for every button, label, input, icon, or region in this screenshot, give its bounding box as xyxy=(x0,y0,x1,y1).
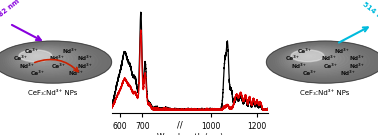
Circle shape xyxy=(275,44,370,78)
Circle shape xyxy=(17,49,73,69)
Text: Nd³⁺: Nd³⁺ xyxy=(350,56,365,61)
Circle shape xyxy=(305,54,316,58)
Circle shape xyxy=(7,46,91,75)
Circle shape xyxy=(277,45,366,77)
Circle shape xyxy=(271,43,377,81)
Text: Nd³⁺: Nd³⁺ xyxy=(340,71,355,76)
Text: Nd³⁺: Nd³⁺ xyxy=(291,64,306,69)
Circle shape xyxy=(0,41,112,83)
Text: Ce³⁺: Ce³⁺ xyxy=(14,56,28,61)
X-axis label: Wavelength (nm): Wavelength (nm) xyxy=(157,133,223,135)
Text: Ce³⁺: Ce³⁺ xyxy=(297,48,311,54)
Text: CeF₃:Nd³⁺ NPs: CeF₃:Nd³⁺ NPs xyxy=(301,90,350,96)
FancyArrowPatch shape xyxy=(35,60,78,72)
Circle shape xyxy=(34,55,40,57)
Circle shape xyxy=(15,48,76,70)
Text: Ce³⁺: Ce³⁺ xyxy=(25,48,39,54)
Text: Nd³⁺: Nd³⁺ xyxy=(62,48,77,54)
Text: //: // xyxy=(177,121,183,130)
Text: 514 nm: 514 nm xyxy=(362,1,378,24)
Circle shape xyxy=(33,54,44,58)
Circle shape xyxy=(297,52,330,64)
Circle shape xyxy=(5,45,94,77)
Circle shape xyxy=(285,48,352,72)
Circle shape xyxy=(25,52,58,64)
Circle shape xyxy=(29,53,51,61)
Text: Ce³⁺: Ce³⁺ xyxy=(286,56,300,61)
Circle shape xyxy=(289,49,345,69)
Circle shape xyxy=(23,51,62,65)
Circle shape xyxy=(266,41,378,83)
FancyArrowPatch shape xyxy=(12,25,41,40)
Text: Ce³⁺: Ce³⁺ xyxy=(31,71,45,76)
Circle shape xyxy=(21,50,65,66)
Circle shape xyxy=(295,51,334,65)
Circle shape xyxy=(279,46,363,75)
Circle shape xyxy=(0,42,108,82)
Circle shape xyxy=(303,54,319,60)
Circle shape xyxy=(19,50,69,68)
Text: Nd³⁺: Nd³⁺ xyxy=(77,56,93,61)
Text: Nd³⁺: Nd³⁺ xyxy=(49,56,64,61)
Circle shape xyxy=(273,44,373,79)
Text: Nd³⁺: Nd³⁺ xyxy=(335,48,350,54)
Circle shape xyxy=(301,53,323,61)
FancyArrowPatch shape xyxy=(339,27,368,43)
Circle shape xyxy=(307,55,312,57)
Text: Nd³⁺: Nd³⁺ xyxy=(321,56,336,61)
Text: CeF₃:Nd³⁺ NPs: CeF₃:Nd³⁺ NPs xyxy=(28,90,77,96)
Circle shape xyxy=(291,50,341,68)
Circle shape xyxy=(299,52,327,62)
Circle shape xyxy=(1,44,101,79)
Circle shape xyxy=(3,44,98,78)
Circle shape xyxy=(281,46,359,74)
Circle shape xyxy=(0,43,105,81)
Circle shape xyxy=(291,50,324,62)
Text: Nd³⁺: Nd³⁺ xyxy=(19,64,34,69)
Circle shape xyxy=(287,48,348,70)
Circle shape xyxy=(27,52,54,62)
Circle shape xyxy=(293,50,338,66)
Text: 282 nm: 282 nm xyxy=(0,0,21,21)
Text: Nd³⁺: Nd³⁺ xyxy=(77,64,93,69)
Circle shape xyxy=(13,48,80,72)
Circle shape xyxy=(11,47,84,73)
Text: Ce³⁺: Ce³⁺ xyxy=(324,64,338,69)
Text: Nd³⁺: Nd³⁺ xyxy=(350,64,365,69)
Circle shape xyxy=(283,47,356,73)
Circle shape xyxy=(19,50,52,62)
Circle shape xyxy=(270,42,378,82)
Text: Nd³⁺: Nd³⁺ xyxy=(68,71,83,76)
Circle shape xyxy=(31,54,47,60)
Text: Ce³⁺: Ce³⁺ xyxy=(303,71,317,76)
Circle shape xyxy=(9,46,87,74)
Text: Ce³⁺: Ce³⁺ xyxy=(51,64,66,69)
